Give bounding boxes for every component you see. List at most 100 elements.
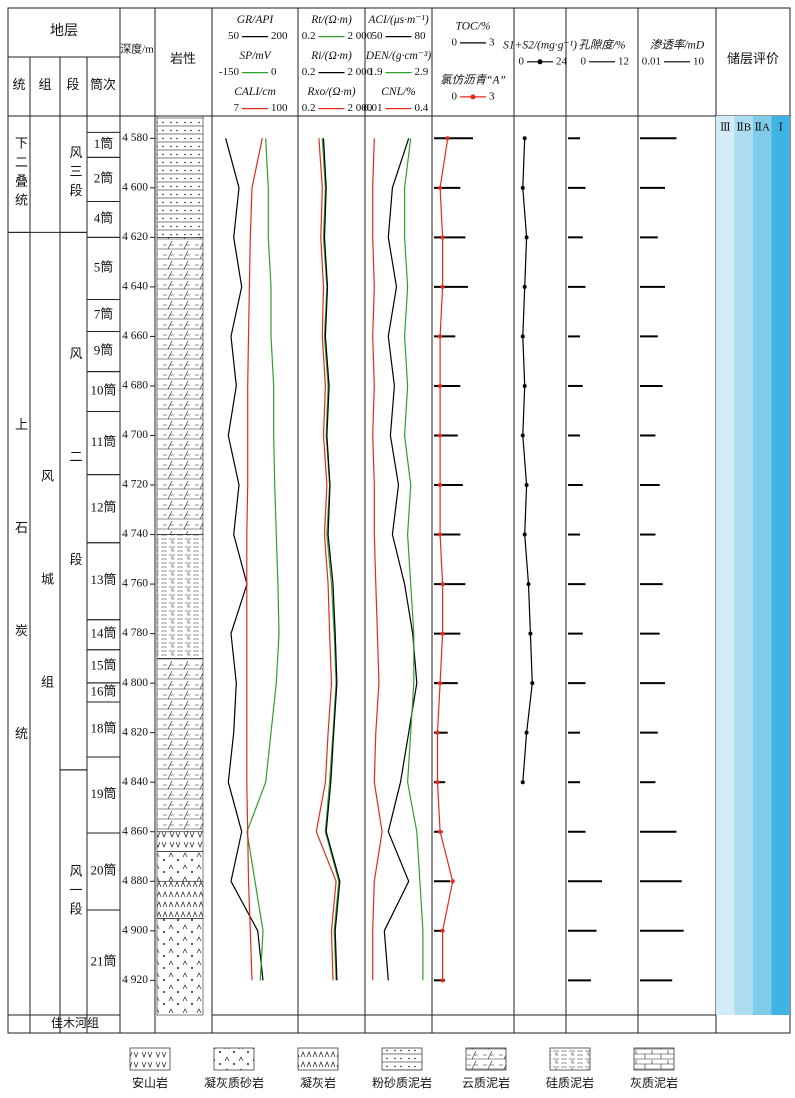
curve-name: Ri/(Ω·m) (310, 50, 352, 62)
depth-tick-label: 4 920 (122, 974, 148, 986)
legend-swatch (633, 1047, 675, 1071)
lithology-interval (156, 851, 204, 882)
curve-marker (438, 829, 443, 834)
curve-marker (522, 532, 527, 537)
legend-swatch (129, 1047, 171, 1071)
member-header: 段 (66, 77, 79, 92)
scale-max: 100 (271, 102, 288, 114)
log-curve (403, 138, 424, 981)
core-label: 2筒 (94, 170, 114, 185)
curve-name: 孔隙度/% (578, 38, 625, 51)
curve-marker (438, 334, 443, 339)
scale-max: 24 (556, 55, 568, 67)
core-label: 21筒 (90, 953, 116, 968)
depth-tick-label: 4 860 (122, 825, 148, 837)
depth-tick-label: 4 600 (122, 181, 148, 193)
curve-marker (522, 383, 527, 388)
depth-header: 深度/m (120, 42, 154, 56)
system-header: 统 (12, 77, 25, 92)
scale-min: 50 (228, 30, 240, 42)
evaluation-class: Ⅰ (779, 122, 783, 134)
evaluation-class: Ⅲ (720, 122, 731, 134)
scale-max: 2.9 (415, 66, 429, 78)
legend-label: 安山岩 (132, 1075, 168, 1090)
depth-tick-label: 4 660 (122, 330, 148, 342)
core-label: 20筒 (90, 862, 116, 877)
curve-marker (440, 235, 445, 240)
curve-name: Rt/(Ω·m) (310, 14, 352, 26)
log-curve (322, 138, 341, 981)
log-curve (372, 138, 383, 981)
evaluation-class: ⅡB (736, 122, 751, 134)
evaluation-band (753, 116, 772, 1015)
core-label: 4筒 (94, 210, 114, 225)
depth-tick-label: 4 840 (122, 776, 148, 788)
curve-marker (528, 631, 533, 636)
log-curve (436, 138, 454, 981)
depth-tick-label: 4 680 (122, 380, 148, 392)
scale-min: 0 (452, 90, 458, 102)
depth-tick-label: 4 740 (122, 528, 148, 540)
core-label: 19筒 (90, 786, 116, 801)
curve-marker (526, 582, 531, 587)
log-curve (225, 138, 264, 981)
legend-label: 凝灰岩 (300, 1075, 336, 1090)
legend-label: 凝灰质砂岩 (204, 1075, 264, 1090)
scale-max: 200 (271, 30, 288, 42)
scale-min: 0 (519, 55, 525, 67)
curve-marker (438, 681, 443, 686)
curve-marker (524, 235, 529, 240)
core-label: 14筒 (90, 626, 116, 641)
curve-marker (520, 433, 525, 438)
lithology-header: 岩性 (170, 51, 196, 66)
curve-marker (522, 284, 527, 289)
scale-min: 0.01 (642, 55, 661, 67)
log-curve (315, 138, 337, 981)
scale-max: 2 000 (348, 102, 373, 114)
formation-header: 组 (38, 77, 51, 92)
scale-max: 2 000 (348, 66, 373, 78)
scale-min: 0 (452, 36, 458, 48)
lithology-interval (156, 534, 204, 659)
log-curve (246, 138, 280, 981)
scale-max: 0 (271, 66, 277, 78)
scale-marker (470, 94, 476, 100)
scale-min: 0.01 (363, 102, 382, 114)
curve-marker (530, 681, 535, 686)
curve-name: Rxo/(Ω·m) (306, 86, 355, 98)
depth-tick-label: 4 880 (122, 875, 148, 887)
legend-label: 云质泥岩 (462, 1075, 510, 1090)
depth-tick-label: 4 900 (122, 924, 148, 936)
curve-name: SP/mV (239, 50, 272, 62)
core-label: 9筒 (94, 343, 114, 358)
depth-tick-label: 4 640 (122, 281, 148, 293)
evaluation-band (771, 116, 790, 1015)
lithology-interval (156, 237, 204, 535)
lithology-interval (156, 658, 204, 833)
system-label: 上石炭统 (13, 418, 28, 830)
curve-marker (445, 136, 450, 141)
legend-swatch (297, 1047, 339, 1071)
curve-marker (520, 334, 525, 339)
depth-tick-label: 4 820 (122, 726, 148, 738)
scale-min: 1.9 (369, 66, 383, 78)
curve-marker (450, 879, 455, 884)
evaluation-band (734, 116, 753, 1015)
depth-tick-label: 4 800 (122, 677, 148, 689)
curve-name: DEN/(g·cm⁻³) (365, 50, 432, 62)
curve-marker (440, 284, 445, 289)
curve-marker (440, 978, 445, 983)
depth-tick-label: 4 720 (122, 479, 148, 491)
scale-max: 0.4 (415, 102, 429, 114)
legend-label: 粉砂质泥岩 (372, 1075, 432, 1090)
legend-swatch (549, 1047, 591, 1071)
curve-name: GR/API (237, 14, 275, 26)
scale-min: 50 (372, 30, 384, 42)
formation-label: 风城组 (39, 469, 54, 778)
core-label: 11筒 (91, 434, 117, 449)
curve-marker (440, 582, 445, 587)
strata-header: 地层 (50, 23, 78, 39)
scale-min: 0.2 (302, 102, 316, 114)
scale-max: 80 (415, 30, 427, 42)
